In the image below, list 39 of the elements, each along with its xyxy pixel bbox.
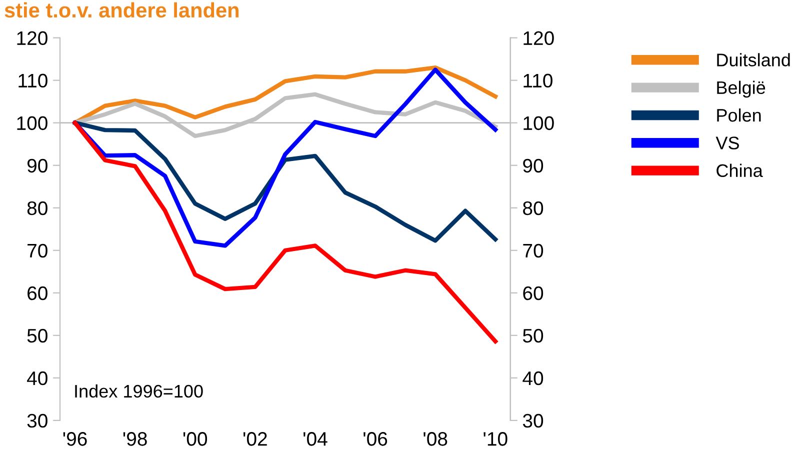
legend-label: België: [717, 80, 766, 98]
legend-label: Polen: [717, 108, 761, 122]
y-tick-label: 40: [27, 371, 48, 386]
y2-tick-label: 120: [524, 31, 554, 46]
y2-tick-label: 60: [523, 286, 544, 300]
y-tick-label: 120: [17, 31, 48, 46]
legend-label: China: [716, 164, 763, 178]
line-series: [72, 120, 498, 344]
y-tick-label: 80: [27, 201, 48, 216]
y-tick-label: 60: [28, 286, 48, 300]
chart-title: stie t.o.v. andere landen: [4, 2, 239, 18]
legend-label: VS: [716, 136, 739, 150]
y2-tick-label: 90: [523, 158, 544, 173]
y-tick-label: 110: [18, 74, 48, 88]
annotation: Index 1996=100: [75, 384, 203, 398]
x-tick-label: '04: [304, 432, 328, 446]
line-series: [72, 120, 498, 243]
x-tick-label: '98: [123, 432, 147, 446]
y2-tick-label: 80: [523, 201, 544, 216]
y-tick-label: 100: [17, 116, 48, 130]
x-tick-label: '96: [63, 432, 87, 446]
y2-tick-label: 30: [522, 414, 544, 428]
y2-tick-label: 40: [522, 371, 544, 386]
y2-tick-label: 100: [524, 116, 554, 130]
x-tick-label: '00: [183, 432, 208, 446]
legend-label: Duitsland: [717, 53, 790, 66]
y-tick-label: 70: [28, 244, 48, 258]
line-series: [72, 68, 498, 248]
x-tick-label: '08: [424, 432, 448, 446]
y-tick-label: 50: [27, 328, 48, 343]
x-tick-label: '02: [243, 432, 267, 446]
x-tick-label: '10: [484, 432, 508, 446]
y2-tick-label: 110: [524, 74, 552, 88]
y-tick-label: 90: [27, 158, 48, 173]
x-tick-label: '06: [364, 432, 388, 446]
line-series: [72, 65, 498, 125]
y2-tick-label: 70: [523, 244, 544, 258]
y2-tick-label: 50: [522, 328, 544, 343]
y-tick-label: 30: [27, 414, 48, 428]
